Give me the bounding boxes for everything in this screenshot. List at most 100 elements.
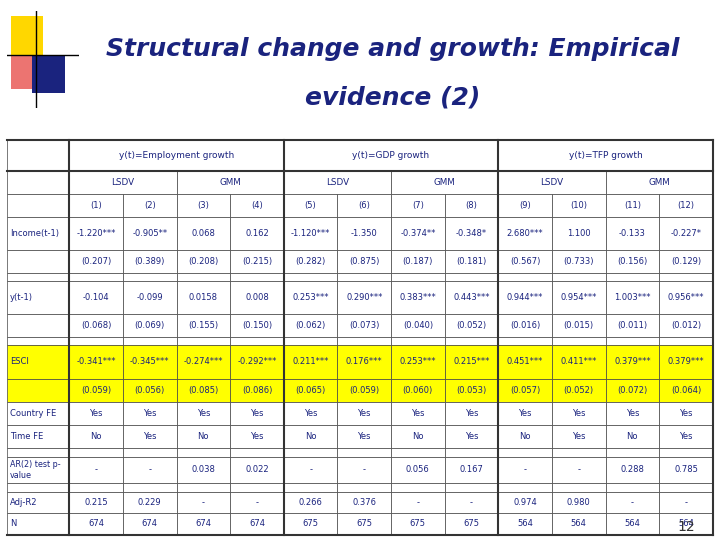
Text: (0.052): (0.052) [564, 386, 594, 395]
Bar [338, 492, 391, 514]
Bar [445, 217, 498, 250]
Text: (0.059): (0.059) [349, 386, 379, 395]
Bar [552, 483, 606, 492]
Bar [69, 448, 123, 456]
Bar [391, 379, 445, 402]
Text: Yes: Yes [143, 431, 156, 441]
Bar [552, 338, 606, 345]
Bar [445, 281, 498, 314]
Text: Yes: Yes [197, 409, 210, 417]
Bar [69, 217, 123, 250]
Bar [176, 402, 230, 424]
Bar [7, 402, 69, 424]
Bar [7, 514, 69, 535]
Bar [284, 250, 338, 273]
Bar [123, 194, 176, 217]
Bar [498, 217, 552, 250]
Bar [391, 424, 445, 448]
Bar [606, 448, 660, 456]
Text: -: - [416, 498, 419, 507]
Bar [123, 250, 176, 273]
Text: (0.065): (0.065) [295, 386, 325, 395]
Bar [230, 314, 284, 338]
Text: (0.086): (0.086) [242, 386, 272, 395]
Text: (10): (10) [570, 201, 588, 210]
Text: 675: 675 [302, 519, 319, 529]
Text: 675: 675 [356, 519, 372, 529]
Bar [230, 273, 284, 281]
Text: 0.068: 0.068 [192, 229, 215, 238]
Text: (2): (2) [144, 201, 156, 210]
Text: Time FE: Time FE [10, 431, 43, 441]
Bar [7, 456, 69, 483]
Bar [606, 314, 660, 338]
Text: 1.003***: 1.003*** [614, 293, 651, 302]
Bar [69, 514, 123, 535]
Bar [552, 314, 606, 338]
Bar [69, 250, 123, 273]
Bar [338, 345, 391, 379]
Bar [176, 456, 230, 483]
Text: (0.389): (0.389) [135, 257, 165, 266]
Bar [552, 194, 606, 217]
Text: 0.290***: 0.290*** [346, 293, 382, 302]
Bar [284, 140, 498, 171]
Text: -0.099: -0.099 [136, 293, 163, 302]
Text: (5): (5) [305, 201, 317, 210]
Bar [284, 514, 338, 535]
Bar [230, 281, 284, 314]
Bar [7, 314, 69, 338]
Bar [445, 273, 498, 281]
Bar [176, 492, 230, 514]
Text: (7): (7) [412, 201, 424, 210]
Bar [123, 402, 176, 424]
Bar [660, 379, 713, 402]
Bar [391, 345, 445, 379]
Bar [552, 273, 606, 281]
Text: 674: 674 [249, 519, 265, 529]
Bar [123, 456, 176, 483]
Bar [498, 492, 552, 514]
Text: (0.129): (0.129) [671, 257, 701, 266]
Bar [391, 273, 445, 281]
Bar [660, 273, 713, 281]
Bar [230, 514, 284, 535]
Text: -: - [363, 465, 366, 474]
Bar [552, 379, 606, 402]
Bar [284, 171, 391, 194]
Bar [176, 483, 230, 492]
Text: y(t)=TFP growth: y(t)=TFP growth [569, 151, 642, 160]
Text: Structural change and growth: Empirical: Structural change and growth: Empirical [106, 37, 679, 60]
Bar [660, 338, 713, 345]
Bar [123, 314, 176, 338]
Text: 674: 674 [88, 519, 104, 529]
Bar [552, 448, 606, 456]
Bar [338, 338, 391, 345]
Text: 0.056: 0.056 [406, 465, 430, 474]
Text: Yes: Yes [304, 409, 318, 417]
Bar [391, 514, 445, 535]
Text: 675: 675 [464, 519, 480, 529]
Text: (0.187): (0.187) [402, 257, 433, 266]
Bar [498, 273, 552, 281]
Bar [338, 314, 391, 338]
Text: 0.379***: 0.379*** [614, 357, 651, 366]
Bar [552, 424, 606, 448]
Text: 0.162: 0.162 [245, 229, 269, 238]
Text: (0.150): (0.150) [242, 321, 272, 330]
Text: y(t)=Employment growth: y(t)=Employment growth [119, 151, 234, 160]
Bar [284, 281, 338, 314]
Text: y(t)=GDP growth: y(t)=GDP growth [353, 151, 430, 160]
Text: -0.905**: -0.905** [132, 229, 167, 238]
Text: (0.215): (0.215) [242, 257, 272, 266]
Text: 0.0158: 0.0158 [189, 293, 218, 302]
Text: No: No [519, 431, 531, 441]
Text: -0.227*: -0.227* [670, 229, 701, 238]
Bar [660, 314, 713, 338]
Bar [176, 171, 284, 194]
Bar [69, 171, 176, 194]
Bar [32, 55, 65, 93]
Text: -: - [256, 498, 258, 507]
Text: -: - [685, 498, 688, 507]
Bar [391, 338, 445, 345]
